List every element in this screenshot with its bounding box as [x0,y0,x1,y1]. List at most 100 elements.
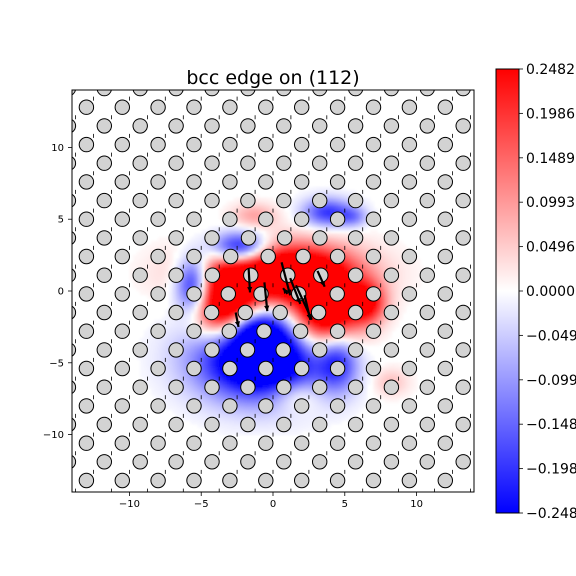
atom [388,491,395,492]
atom [272,304,288,321]
atom [258,472,274,489]
atom [96,416,113,433]
atom [186,435,202,451]
atom [365,286,382,302]
atom [294,211,310,227]
atom [150,472,166,489]
atom [222,398,238,414]
atom [329,248,346,265]
atom [114,286,131,302]
atom [132,118,148,134]
atom [72,156,77,171]
atom [114,472,131,489]
atom [437,211,453,227]
atom [383,155,400,171]
atom [419,118,435,134]
atom [401,398,418,414]
atom [401,286,418,302]
atom [132,342,148,358]
atom [61,492,75,506]
atom [347,342,364,358]
atom [186,211,202,227]
atom [132,267,148,283]
atom [96,304,113,321]
atom [347,379,364,395]
atom [258,136,274,153]
atom [186,286,202,302]
atom [222,99,238,115]
atom [168,342,184,358]
atom [276,416,292,433]
displacement-arrows [234,262,326,328]
atom [132,304,148,321]
atom [401,323,418,339]
atom [294,472,310,489]
atom [168,454,184,470]
atom [455,90,471,97]
atom [78,99,95,115]
atom [222,174,238,190]
atom [365,435,382,451]
atom [96,454,113,470]
atom [72,90,76,96]
atom [72,380,77,395]
atom [401,211,418,227]
y-tick-label: 0 [58,287,64,298]
atom [132,90,148,97]
atom [329,360,346,377]
atom [78,248,95,265]
atom [312,416,328,433]
atom [473,403,474,409]
atom [347,267,364,283]
atom [114,435,131,451]
atom [186,248,202,265]
atom [96,192,113,209]
atom [168,155,184,171]
atom [150,360,166,377]
displacement-arrow-head [295,297,301,304]
atom [276,230,293,246]
atom [276,118,292,134]
atom [222,472,238,489]
displacement-arrow-head [264,305,270,312]
atom [347,118,364,134]
atom [186,99,202,115]
displacement-arrow-head [234,321,240,327]
atom [132,416,148,433]
atom [204,118,220,134]
atom [276,454,292,470]
atom [204,379,220,395]
atom [204,155,220,171]
atom [419,267,435,283]
atom [329,472,346,489]
atom [329,99,346,115]
atom [276,90,292,97]
atom [243,267,259,283]
atom [78,286,95,302]
atom [150,174,166,190]
atom [473,253,474,260]
colorbar-tick-label: −0.1986 [526,462,576,478]
atom [383,379,400,395]
atom [276,192,292,209]
atom [114,248,131,265]
atom [204,230,220,246]
colorbar-tick-label: 0.2482 [526,62,575,78]
atom [419,155,435,171]
atom [132,230,148,246]
atom [220,286,237,302]
atom [258,360,274,377]
atom [329,398,346,414]
atom [401,99,418,115]
atom [294,136,310,153]
atom [186,398,202,414]
atom [419,379,435,395]
y-axis: 10 5 0 −5 −10 [43,143,72,441]
atom [168,230,184,246]
atom [473,365,474,372]
atom [419,416,435,433]
atom [72,343,77,357]
x-tick-label: −5 [194,499,209,510]
atom [455,416,471,433]
atom [204,90,220,97]
